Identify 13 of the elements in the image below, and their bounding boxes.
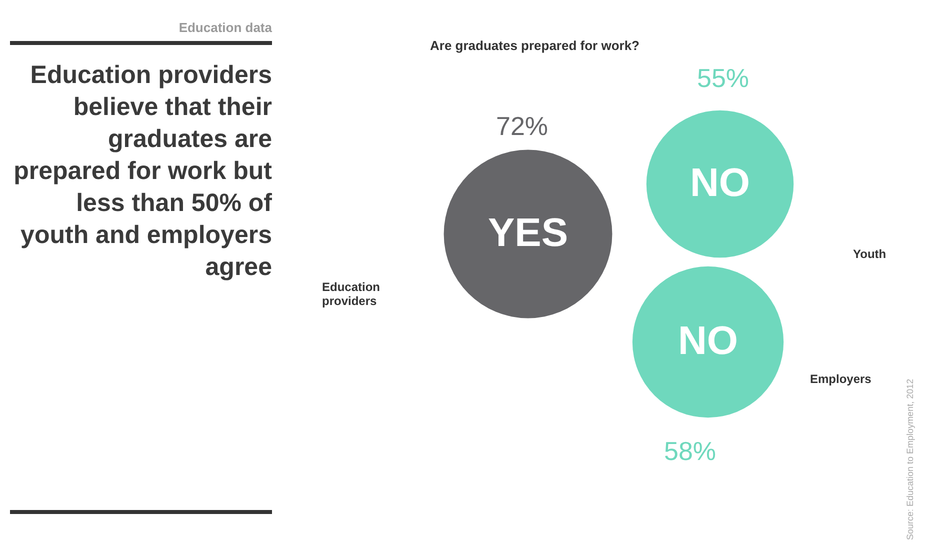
text: NO <box>690 161 750 205</box>
text: YES <box>488 211 568 255</box>
data-label: 55% <box>696 63 750 93</box>
source-note: Source: Education to Employment, 2012 <box>905 378 915 540</box>
text: Education providers believe that their graduates are prepared for work but less than 50% of youth and employers agree <box>12 60 272 283</box>
category-label: Youth <box>853 247 886 261</box>
data-label: 72% <box>496 111 548 141</box>
data-label: 58% <box>664 436 716 466</box>
category-label: Education providers <box>322 280 380 308</box>
text: NO <box>678 319 738 363</box>
text: Education data <box>178 20 272 37</box>
category-label: Employers <box>810 372 872 386</box>
text: Are graduates prepared for work? <box>430 38 640 53</box>
